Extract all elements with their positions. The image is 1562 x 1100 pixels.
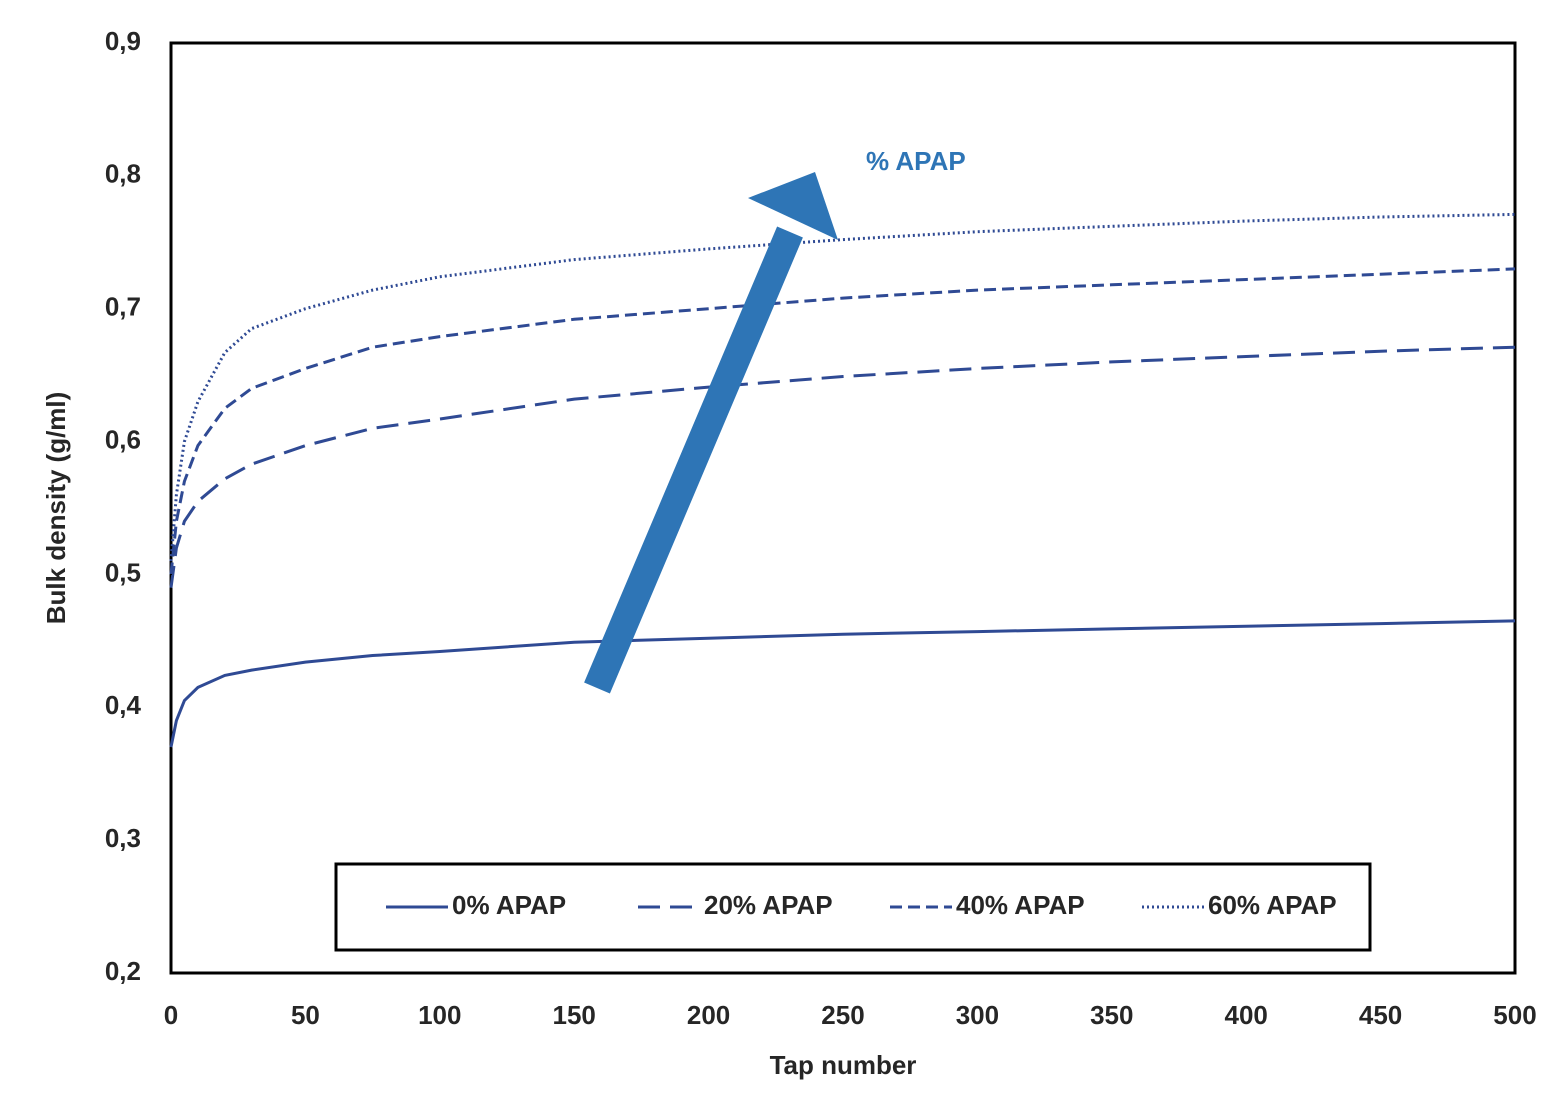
x-tick-label: 100 [418, 1000, 461, 1030]
legend-label: 60% APAP [1208, 890, 1337, 920]
x-tick-label: 0 [164, 1000, 178, 1030]
x-tick-label: 200 [687, 1000, 730, 1030]
x-tick-label: 500 [1493, 1000, 1536, 1030]
x-tick-label: 300 [956, 1000, 999, 1030]
legend-label: 40% APAP [956, 890, 1085, 920]
y-tick-label: 0,2 [105, 956, 141, 986]
x-tick-label: 450 [1359, 1000, 1402, 1030]
series-line [169, 267, 1516, 575]
legend-label: 20% APAP [704, 890, 833, 920]
series-line [169, 345, 1516, 588]
series-line [169, 619, 1516, 748]
series-lines [169, 212, 1516, 748]
y-tick-label: 0,9 [105, 26, 141, 56]
y-tick-label: 0,4 [105, 690, 142, 720]
y-axis-title: Bulk density (g/ml) [41, 392, 71, 625]
x-tick-label: 400 [1225, 1000, 1268, 1030]
legend-label: 0% APAP [452, 890, 566, 920]
x-tick-label: 150 [553, 1000, 596, 1030]
x-tick-label: 250 [821, 1000, 864, 1030]
y-tick-label: 0,7 [105, 292, 141, 322]
x-axis-title: Tap number [770, 1050, 917, 1080]
annotation: % APAP [866, 146, 966, 176]
y-tick-label: 0,8 [105, 159, 141, 189]
x-tick-label: 50 [291, 1000, 320, 1030]
series-line [169, 212, 1516, 562]
y-tick-label: 0,5 [105, 557, 141, 587]
plot-frame [169, 41, 1517, 975]
y-tick-label: 0,6 [105, 424, 141, 454]
y-tick-label: 0,3 [105, 823, 141, 853]
x-tick-label: 350 [1090, 1000, 1133, 1030]
arrow-head [748, 172, 838, 240]
arrow-shaft [584, 226, 803, 694]
